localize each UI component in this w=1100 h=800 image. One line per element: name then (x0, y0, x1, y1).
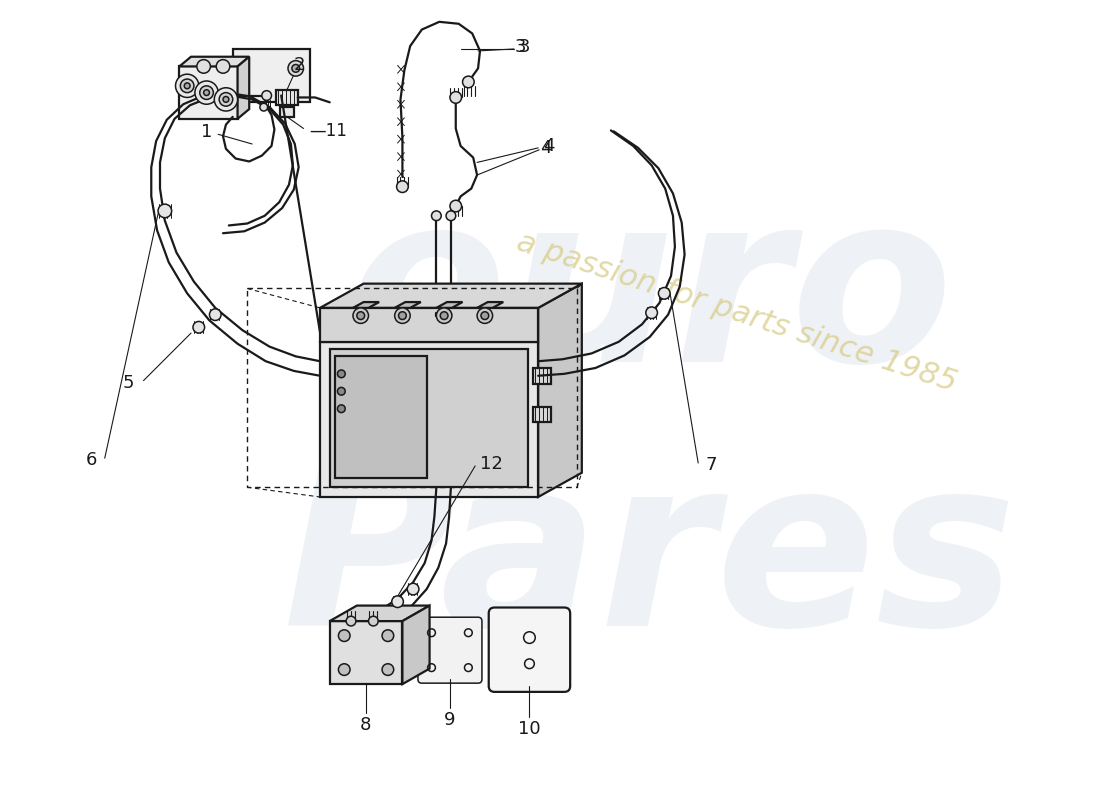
Circle shape (204, 90, 209, 95)
Text: euro
Pares: euro Pares (283, 183, 1016, 675)
Text: —11: —11 (309, 122, 348, 140)
Polygon shape (179, 57, 250, 66)
Circle shape (407, 583, 419, 595)
Circle shape (338, 387, 345, 395)
Circle shape (481, 312, 488, 319)
Circle shape (339, 664, 350, 675)
Polygon shape (534, 368, 551, 383)
Polygon shape (233, 49, 310, 102)
Text: 9: 9 (444, 711, 455, 729)
Polygon shape (353, 302, 380, 308)
Circle shape (440, 312, 448, 319)
Text: 6: 6 (86, 451, 97, 469)
Text: 5: 5 (122, 374, 134, 391)
Circle shape (447, 211, 455, 221)
Circle shape (382, 630, 394, 642)
Circle shape (450, 200, 462, 212)
Text: 8: 8 (360, 716, 372, 734)
Text: 12: 12 (480, 455, 503, 473)
FancyBboxPatch shape (418, 618, 482, 683)
Text: 10: 10 (518, 720, 541, 738)
Circle shape (214, 88, 238, 111)
Circle shape (382, 664, 394, 675)
Polygon shape (330, 606, 430, 621)
FancyBboxPatch shape (488, 607, 570, 692)
Polygon shape (477, 302, 504, 308)
Circle shape (477, 308, 493, 323)
Polygon shape (395, 302, 421, 308)
Text: 7: 7 (706, 456, 717, 474)
Polygon shape (330, 349, 528, 487)
Circle shape (288, 61, 304, 76)
Polygon shape (534, 406, 551, 422)
Text: a passion for parts since 1985: a passion for parts since 1985 (514, 228, 960, 398)
Polygon shape (320, 342, 538, 497)
Text: 3: 3 (515, 38, 527, 56)
Polygon shape (320, 284, 582, 308)
Polygon shape (276, 90, 298, 106)
Polygon shape (238, 57, 250, 118)
Circle shape (200, 86, 213, 99)
Circle shape (223, 97, 229, 102)
Circle shape (462, 76, 474, 88)
Circle shape (260, 103, 267, 111)
Circle shape (197, 60, 210, 74)
Circle shape (437, 308, 452, 323)
Polygon shape (403, 606, 430, 684)
Circle shape (184, 83, 190, 89)
Circle shape (395, 308, 410, 323)
Text: 2: 2 (294, 57, 306, 74)
Text: 1: 1 (201, 123, 212, 142)
Polygon shape (437, 302, 462, 308)
Polygon shape (330, 621, 403, 684)
Polygon shape (179, 66, 238, 118)
Polygon shape (280, 107, 294, 117)
Circle shape (338, 370, 345, 378)
Circle shape (338, 405, 345, 413)
Circle shape (158, 204, 172, 218)
Text: 4: 4 (543, 137, 554, 155)
Circle shape (209, 309, 221, 321)
Circle shape (219, 93, 233, 106)
Circle shape (292, 65, 299, 72)
Circle shape (180, 79, 194, 93)
Circle shape (195, 81, 218, 104)
Circle shape (192, 322, 205, 333)
Circle shape (659, 287, 670, 299)
Polygon shape (538, 284, 582, 497)
Text: 4: 4 (540, 139, 552, 157)
Circle shape (217, 60, 230, 74)
Circle shape (392, 596, 404, 607)
Circle shape (346, 616, 356, 626)
Circle shape (339, 630, 350, 642)
Polygon shape (334, 356, 427, 478)
Circle shape (397, 181, 408, 193)
Text: 3: 3 (519, 38, 530, 56)
Circle shape (368, 616, 378, 626)
Circle shape (450, 92, 462, 103)
Circle shape (262, 90, 272, 100)
Circle shape (431, 211, 441, 221)
Circle shape (398, 312, 406, 319)
Circle shape (353, 308, 369, 323)
Circle shape (176, 74, 199, 98)
Circle shape (646, 307, 658, 318)
Circle shape (356, 312, 364, 319)
Polygon shape (320, 308, 538, 342)
